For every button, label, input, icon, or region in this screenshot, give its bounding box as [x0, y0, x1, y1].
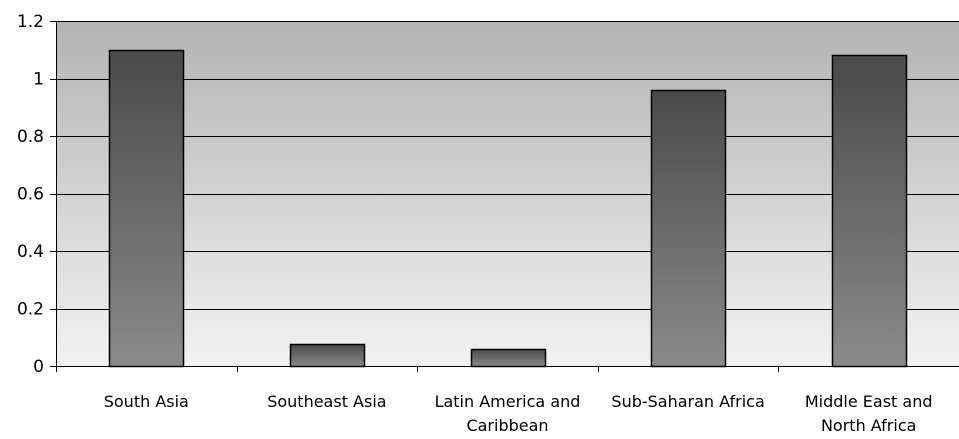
y-tick-label: 0.2	[17, 300, 44, 320]
gridlines	[56, 21, 959, 310]
bar-series	[108, 49, 908, 368]
y-tick-label: 0.4	[17, 242, 44, 262]
x-tick-labels: South Asia Southeast Asia Latin America an…	[104, 392, 933, 435]
y-tick-label: 1.2	[17, 12, 44, 32]
bar	[831, 54, 908, 368]
x-tick-label: Middle East and North Africa	[805, 392, 933, 435]
y-tick-label: 0.8	[17, 127, 44, 147]
x-tick-label: Sub-Saharan Africa	[611, 392, 764, 411]
y-tick-label: 0	[33, 357, 44, 377]
x-tick-label: South Asia	[104, 392, 189, 411]
bar	[289, 343, 366, 368]
bar	[108, 49, 185, 368]
x-tick-label: Latin America and Caribbean	[435, 392, 581, 435]
y-tick-labels: 0 0.2 0.4 0.6 0.8 1 1.2	[17, 12, 44, 377]
y-tick-label: 1	[33, 70, 44, 90]
plot-area	[56, 21, 959, 366]
x-tick-label: Southeast Asia	[267, 392, 386, 411]
y-tick-label: 0.6	[17, 185, 44, 205]
axes	[50, 21, 959, 372]
bar	[650, 89, 727, 368]
bar	[470, 348, 547, 368]
